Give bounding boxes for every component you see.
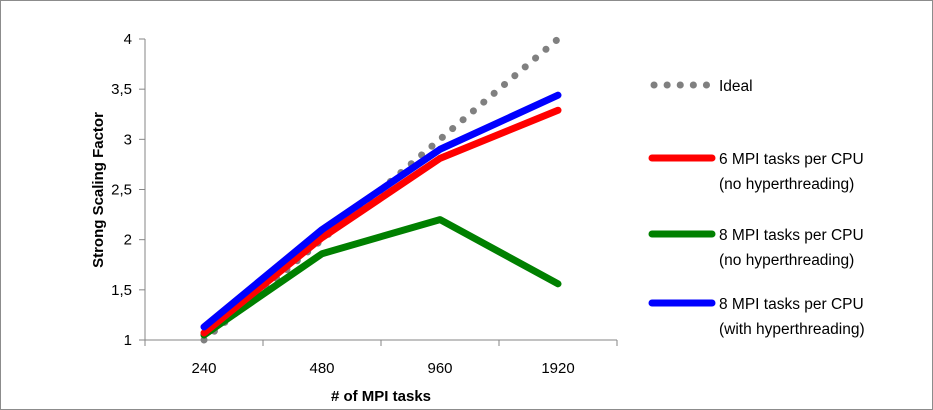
y-tick-label: 1,5 bbox=[111, 282, 132, 299]
series-line-1 bbox=[200, 106, 562, 337]
y-tick-label: 2 bbox=[124, 232, 132, 249]
legend-item-0: Ideal bbox=[650, 78, 753, 95]
legend-label: 6 MPI tasks per CPU bbox=[719, 151, 864, 168]
series-line-2 bbox=[200, 216, 562, 339]
legend-item-3: 8 MPI tasks per CPU (with hyperthreading) bbox=[648, 296, 865, 338]
y-tick-label: 4 bbox=[124, 31, 132, 48]
legend-label: 8 MPI tasks per CPU bbox=[719, 296, 864, 313]
y-tick-label: 2,5 bbox=[111, 182, 132, 199]
x-tick-label: 1920 bbox=[541, 360, 574, 377]
legend-label-line2: (no hyperthreading) bbox=[719, 252, 854, 269]
legend-label: 8 MPI tasks per CPU bbox=[719, 227, 864, 244]
legend-label: Ideal bbox=[719, 78, 753, 95]
legend-label-line2: (no hyperthreading) bbox=[719, 176, 854, 193]
x-ticks: 240 480 960 1920 bbox=[144, 340, 618, 377]
y-tick-label: 3,5 bbox=[111, 81, 132, 98]
legend-label-line2: (with hyperthreading) bbox=[719, 321, 865, 338]
x-tick-label: 240 bbox=[191, 360, 216, 377]
legend-item-2: 8 MPI tasks per CPU (no hyperthreading) bbox=[648, 227, 864, 269]
y-tick-label: 3 bbox=[124, 131, 132, 148]
x-axis-title: # of MPI tasks bbox=[331, 388, 431, 405]
x-tick-label: 960 bbox=[427, 360, 452, 377]
series-line-3 bbox=[200, 91, 562, 331]
series-layer bbox=[200, 35, 562, 344]
x-tick-label: 480 bbox=[309, 360, 334, 377]
y-tick-label: 1 bbox=[124, 332, 132, 349]
y-ticks: 1 1,5 2 2,5 3 3,5 4 bbox=[111, 31, 145, 349]
legend: Ideal 6 MPI tasks per CPU (no hyperthreadi… bbox=[648, 78, 865, 338]
legend-item-1: 6 MPI tasks per CPU (no hyperthreading) bbox=[648, 151, 864, 193]
y-axis-title: Strong Scaling Factor bbox=[90, 112, 107, 268]
